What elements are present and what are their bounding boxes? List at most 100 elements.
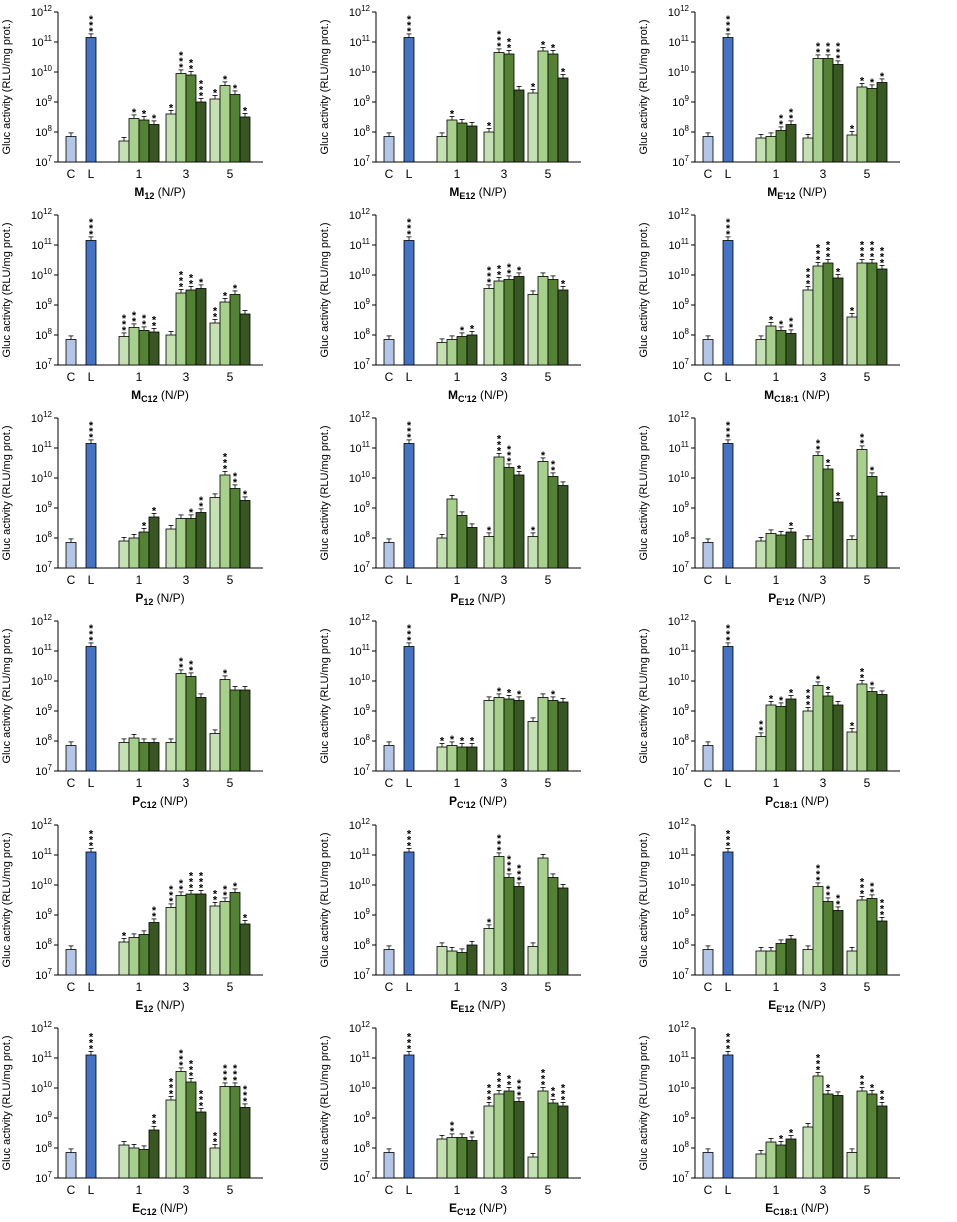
bar-lipofectamine [403,1054,415,1179]
significance-mark: * [507,854,512,866]
significance-mark: * [507,1079,512,1091]
y-tick-label: 109 [353,500,370,515]
y-tick-label: 1010 [668,673,690,688]
significance-mark: * [779,113,784,125]
y-tick-exponent: 10 [680,470,689,479]
bar-series [846,731,858,772]
bar-series [557,701,569,772]
panel-title: PC12 (N/P) [132,794,188,810]
y-tick-exponent: 11 [362,440,371,449]
bar-series [755,339,767,366]
significance-mark: * [816,438,821,450]
significance-mark: * [407,1037,412,1049]
y-tick-label: 108 [672,937,689,952]
bar-series [493,1093,505,1179]
y-tick-exponent: 8 [366,1140,371,1149]
bar-control [702,949,714,976]
y-axis-label: Gluc activity (RLU/mg prot.) [319,1035,331,1170]
bar-series [503,1090,515,1179]
bar-series [547,700,559,772]
significance-mark: * [551,1091,556,1103]
significance-mark: * [407,635,412,647]
bar-series [822,468,834,569]
y-tick-base: 10 [31,67,43,79]
y-tick-label: 107 [35,763,52,778]
bar-series [503,877,515,976]
bar-control [383,136,395,163]
bar-series [138,1149,150,1179]
y-tick-exponent: 11 [44,847,53,856]
bar-series [165,334,177,366]
panel-title-sub: E12 [458,1004,474,1014]
significance-mark: * [726,229,731,241]
panel-title-unit: (N/P) [476,794,507,808]
y-tick-exponent: 10 [680,673,689,682]
bar-series [755,540,767,569]
y-tick-label: 108 [672,124,689,139]
panel-title-main: M [448,388,458,402]
significance-mark: * [152,911,157,923]
bar-series [876,1105,888,1179]
x-label-np-group: 1 [454,573,461,587]
y-tick-exponent: 10 [43,64,52,73]
y-tick-base: 10 [668,676,680,688]
significance-mark: * [816,1064,821,1076]
bar-series [527,946,539,976]
significance-mark: * [860,239,865,251]
chart-panel: Gluc activity (RLU/mg prot.)107108109101… [1,1020,263,1217]
chart-panel: Gluc activity (RLU/mg prot.)107108109101… [638,1020,900,1217]
y-tick-exponent: 7 [48,967,53,976]
significance-mark: * [189,57,194,69]
significance-mark: * [487,120,492,132]
y-tick-base: 10 [349,676,361,688]
bar-series [537,1090,549,1179]
y-tick-exponent: 7 [48,560,53,569]
significance-mark: * [189,882,194,894]
y-tick-label: 1012 [31,410,53,425]
bar-series [765,136,777,163]
bar-series [785,1138,797,1179]
x-label-lipofectamine: L [88,776,95,790]
y-tick-label: 1011 [668,847,689,862]
bar-series [503,279,515,366]
y-tick-base: 10 [35,97,47,109]
bar-series [209,98,221,163]
bar-series [229,294,241,366]
bar-series [446,950,458,976]
significance-mark: * [726,1031,731,1043]
bar-control [383,745,395,772]
y-tick-base: 10 [668,850,680,862]
y-tick-base: 10 [35,127,47,139]
y-tick-label: 107 [35,1170,52,1185]
significance-mark: * [816,674,821,686]
bar-series [128,327,140,366]
bar-series [557,1105,569,1179]
bar-series [229,892,241,976]
y-tick-base: 10 [668,413,680,425]
significance-mark: * [89,432,94,444]
x-label-lipofectamine: L [725,776,732,790]
y-tick-label: 1010 [668,267,690,282]
bar-series [128,737,140,772]
y-tick-exponent: 12 [361,1020,370,1029]
significance-mark: * [779,695,784,707]
panel-title: ME'12 (N/P) [767,185,827,201]
y-tick-base: 10 [35,157,47,169]
panel-title-sub: C18:1 [774,394,799,404]
bar-series [456,1137,468,1179]
bar-lipofectamine [722,1054,734,1179]
x-label-control: C [704,167,713,181]
bar-control [65,136,77,163]
y-tick-exponent: 8 [48,733,53,742]
bar-series [148,922,160,976]
y-tick-exponent: 11 [681,34,690,43]
y-tick-label: 107 [672,967,689,982]
significance-mark: * [880,903,885,915]
y-tick-exponent: 8 [366,937,371,946]
bar-series [148,742,160,772]
significance-mark: * [179,1054,184,1066]
bar-series [456,746,468,772]
y-tick-label: 109 [35,907,52,922]
y-tick-label: 108 [35,937,52,952]
y-tick-label: 108 [353,1140,370,1155]
